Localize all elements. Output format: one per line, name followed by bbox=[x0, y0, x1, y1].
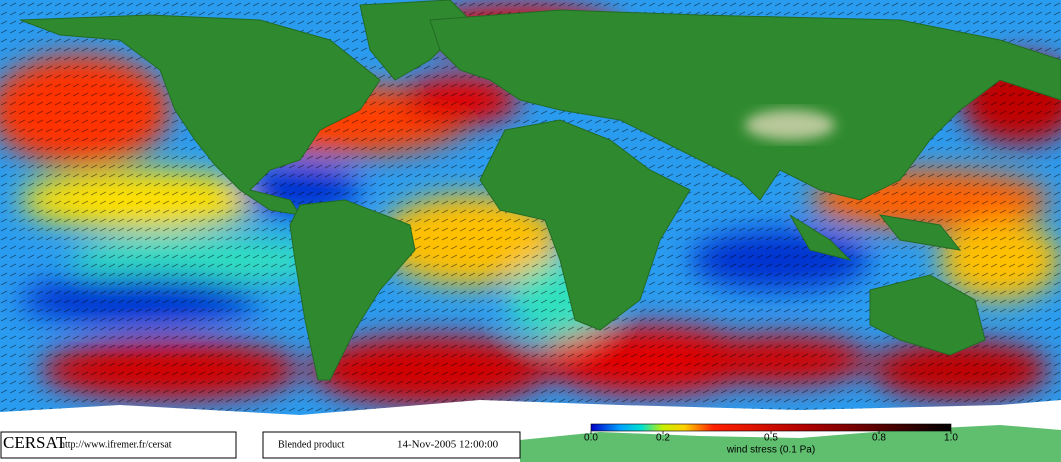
logo: CERSAT bbox=[3, 433, 67, 452]
date: 14-Nov-2005 12:00:00 bbox=[397, 439, 499, 451]
url: http://www.ifremer.fr/cersat bbox=[60, 439, 172, 450]
colorbar-tick-label: 0.0 bbox=[584, 433, 598, 444]
logo-box bbox=[0, 431, 237, 459]
colorbar-tick-label: 0.5 bbox=[764, 433, 778, 444]
colorbar-tick-label: 0.8 bbox=[872, 433, 886, 444]
colorbar: wind stress (0.1 Pa) 0.0 0.2 0.5 0.8 1.0 bbox=[584, 423, 958, 456]
product-box bbox=[262, 431, 521, 459]
product: Blended product bbox=[278, 439, 345, 450]
land bbox=[19, 0, 1061, 381]
colorbar-tick-label: 0.2 bbox=[656, 433, 670, 444]
colorbar-tick-label: 1.0 bbox=[944, 433, 958, 444]
colorbar-label: wind stress (0.1 Pa) bbox=[726, 445, 815, 456]
antarctic-coast bbox=[520, 425, 1061, 462]
colorbar-scale bbox=[590, 423, 952, 432]
plateau bbox=[745, 110, 835, 140]
